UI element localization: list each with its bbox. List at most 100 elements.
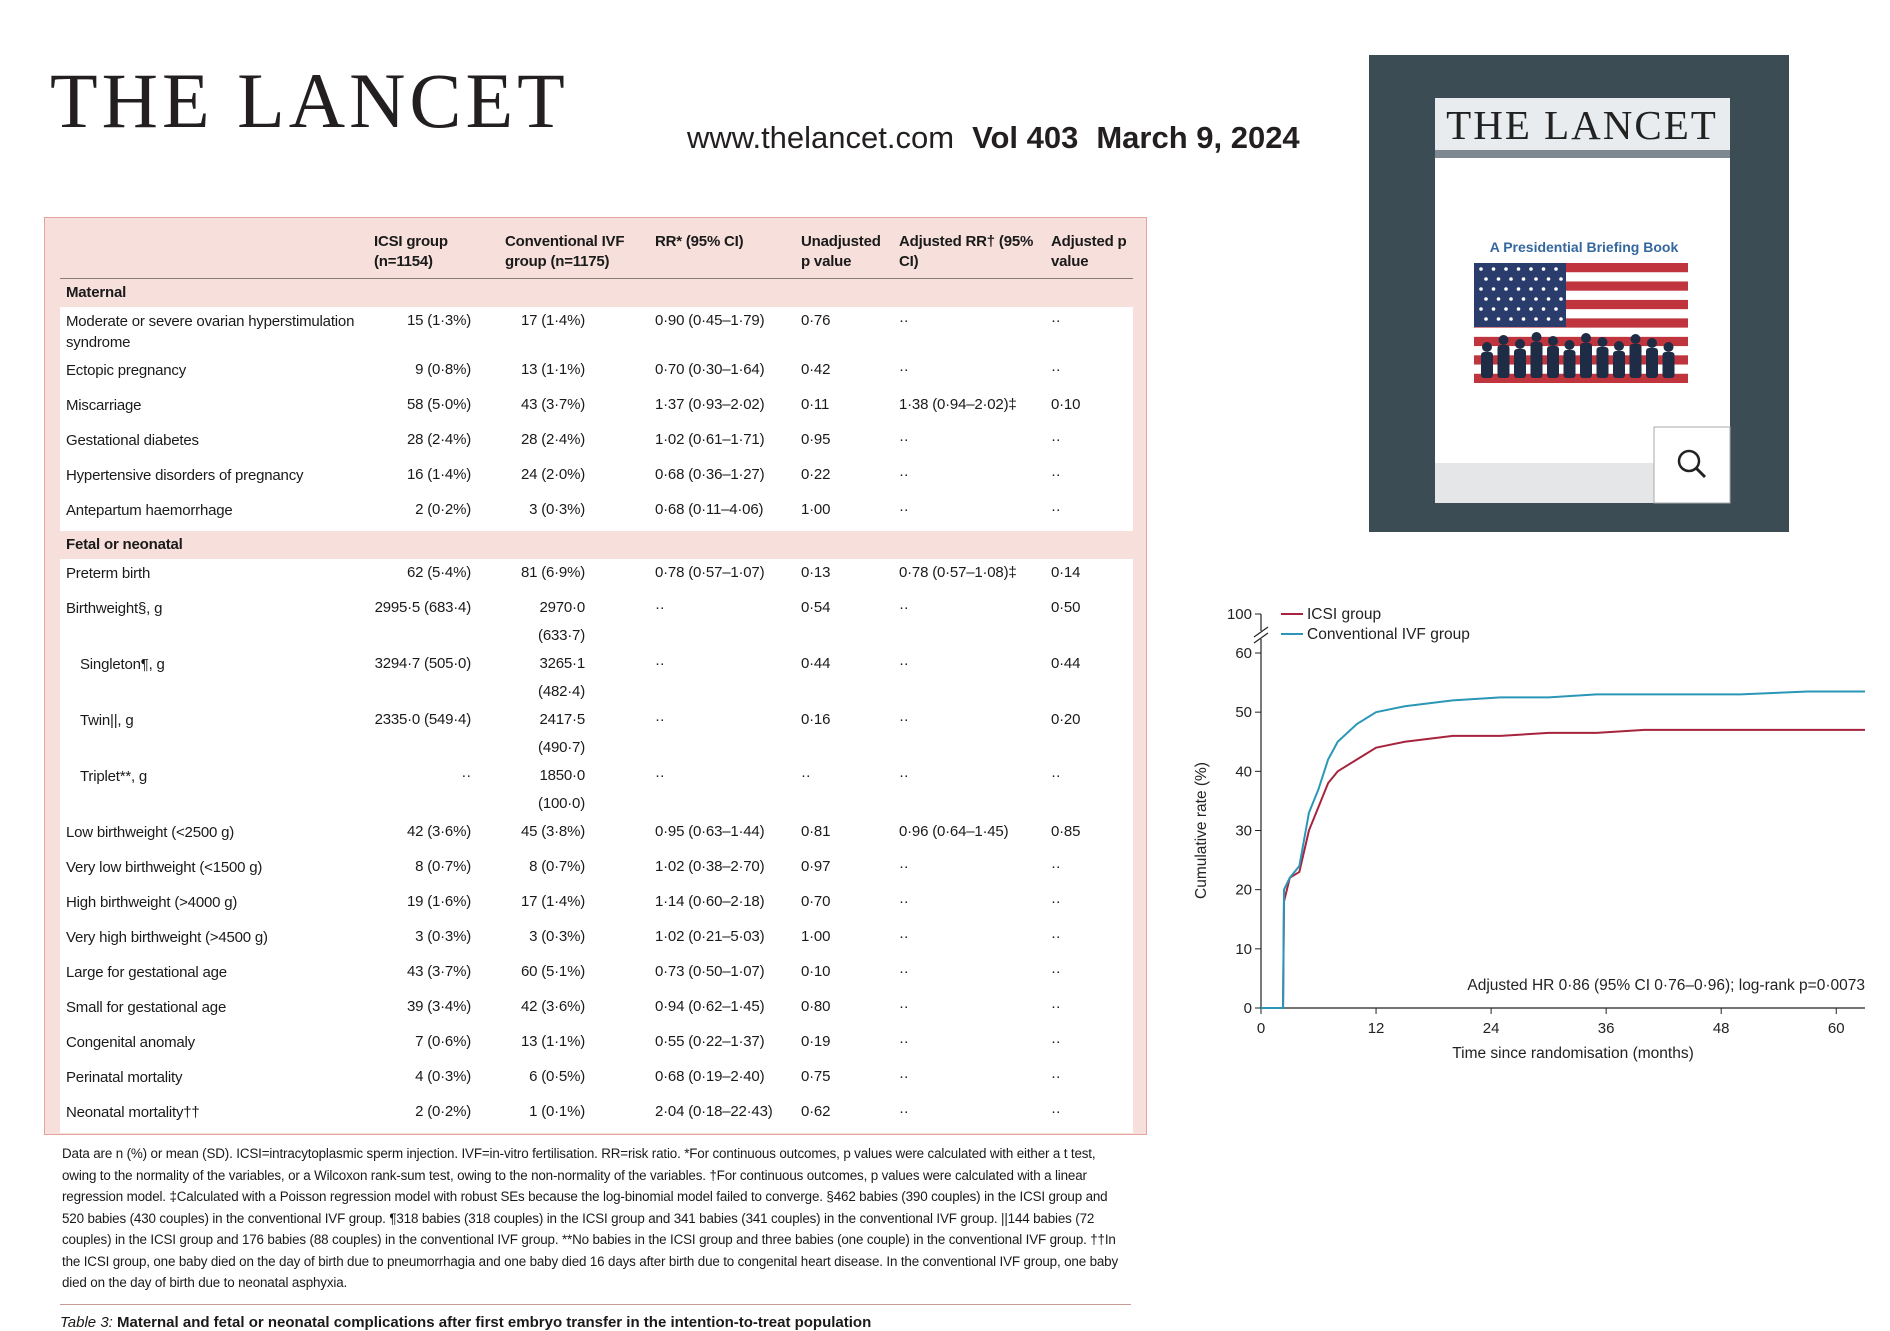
table-cell: ·· xyxy=(1045,1028,1133,1063)
km-curve xyxy=(1261,690,1865,1009)
table-cell: ·· xyxy=(893,356,1045,391)
y-tick-label: 20 xyxy=(1235,882,1252,899)
table-cell: 17 (1·4%) xyxy=(499,888,649,923)
flag-star xyxy=(1541,307,1546,311)
volume: Vol 403 xyxy=(972,120,1079,155)
table-cell: 16 (1·4%) xyxy=(368,461,499,496)
row-label: Ectopic pregnancy xyxy=(60,356,368,391)
table-footnote: Data are n (%) or mean (SD). ICSI=intrac… xyxy=(62,1146,1119,1290)
cover-masthead xyxy=(1435,98,1730,150)
flag-star xyxy=(1516,287,1521,291)
table-cell: 0·70 (0·30–1·64) xyxy=(649,356,795,391)
flag-star xyxy=(1546,297,1551,301)
table-cell: ·· xyxy=(893,426,1045,461)
data-row: Neonatal mortality†† 2 (0·2%) 1 (0·1%) 2·04… xyxy=(60,1098,1133,1133)
silhouette-body xyxy=(1547,346,1559,378)
table-cell: ·· xyxy=(893,958,1045,993)
table-cell: 0·16 xyxy=(795,706,893,762)
silhouette-body xyxy=(1613,351,1625,378)
table-cell: 0·78 (0·57–1·08)‡ xyxy=(893,559,1045,594)
table-cell: 2970·0 (633·7) xyxy=(499,594,649,650)
table-cell: 0·14 xyxy=(1045,559,1133,594)
y-axis-label: Cumulative rate (%) xyxy=(1193,762,1210,899)
silhouette-head xyxy=(1564,340,1575,350)
data-row: Large for gestational age 43 (3·7%) 60 (5·… xyxy=(60,958,1133,993)
row-label: Triplet**, g xyxy=(60,762,368,818)
flag-star xyxy=(1496,297,1501,301)
flag-star xyxy=(1554,287,1558,291)
table-cell: 3 (0·3%) xyxy=(368,923,499,958)
row-label: Twin||, g xyxy=(60,706,368,762)
table-cell: 0·81 xyxy=(795,818,893,853)
data-row: Triplet**, g ·· 1850·0 (100·0) ·· ·· ·· ·· xyxy=(60,762,1133,818)
table-cell: 3265·1 (482·4) xyxy=(499,650,649,706)
y-tick-label: 10 xyxy=(1235,941,1252,958)
table-cell: 0·94 (0·62–1·45) xyxy=(649,993,795,1028)
row-label: High birthweight (>4000 g) xyxy=(60,888,368,923)
flag-star xyxy=(1559,297,1563,301)
silhouette-head xyxy=(1581,333,1591,343)
table-cell: ·· xyxy=(1045,461,1133,496)
x-axis-label: Time since randomisation (months) xyxy=(1452,1045,1693,1062)
table-cell: ·· xyxy=(368,762,499,818)
table-cell: 8 (0·7%) xyxy=(499,853,649,888)
data-row: Congenital anomaly 7 (0·6%) 13 (1·1%) 0·55 … xyxy=(60,1028,1133,1063)
table-cell: 0·62 xyxy=(795,1098,893,1133)
journal-url[interactable]: www.thelancet.com xyxy=(687,120,955,155)
flag-stripe xyxy=(1474,263,1688,273)
table-cell: 8 (0·7%) xyxy=(368,853,499,888)
table-cell: 0·78 (0·57–1·07) xyxy=(649,559,795,594)
flag-star xyxy=(1521,277,1526,281)
table-cell: ·· xyxy=(893,762,1045,818)
table-cell: ·· xyxy=(893,650,1045,706)
silhouette-body xyxy=(1514,349,1526,378)
table-cell: ·· xyxy=(1045,1063,1133,1098)
row-label: Miscarriage xyxy=(60,391,368,426)
table-cell: ·· xyxy=(893,1098,1045,1133)
table-cell: ·· xyxy=(1045,426,1133,461)
zoom-button[interactable] xyxy=(1653,426,1731,504)
flag-star xyxy=(1491,307,1496,311)
flag-star xyxy=(1534,277,1538,281)
table-box: ICSI group (n=1154) Conventional IVF grou… xyxy=(44,217,1147,1331)
flag-star xyxy=(1529,287,1533,291)
issue-info: www.thelancet.com Vol 403 March 9, 2024 xyxy=(687,120,1318,156)
table-cell: 62 (5·4%) xyxy=(368,559,499,594)
row-label: Hypertensive disorders of pregnancy xyxy=(60,461,368,496)
column-header: Adjusted p value xyxy=(1045,228,1133,279)
data-row: Low birthweight (<2500 g) 42 (3·6%) 45 (3·… xyxy=(60,818,1133,853)
flag-star xyxy=(1559,317,1563,321)
table-cell: 43 (3·7%) xyxy=(499,391,649,426)
table-cell: ·· xyxy=(1045,762,1133,818)
table-cell: 0·10 xyxy=(795,958,893,993)
table-cell: 1·02 (0·38–2·70) xyxy=(649,853,795,888)
axis-break xyxy=(1253,626,1269,638)
data-row: High birthweight (>4000 g) 19 (1·6%) 17 (1… xyxy=(60,888,1133,923)
data-row: Miscarriage 58 (5·0%) 43 (3·7%) 1·37 (0·93–… xyxy=(60,391,1133,426)
table-cell: 0·90 (0·45–1·79) xyxy=(649,307,795,356)
column-header: Conventional IVF group (n=1175) xyxy=(499,228,649,279)
table-cell: ·· xyxy=(649,594,795,650)
flag-star xyxy=(1484,317,1488,321)
table-cell: 24 (2·0%) xyxy=(499,461,649,496)
flag-star xyxy=(1509,317,1513,321)
table-cell: 7 (0·6%) xyxy=(368,1028,499,1063)
table-cell: 1·14 (0·60–2·18) xyxy=(649,888,795,923)
x-tick-label: 60 xyxy=(1828,1020,1845,1037)
table-cell: ·· xyxy=(893,923,1045,958)
table-cell: ·· xyxy=(893,888,1045,923)
table-cell: 4 (0·3%) xyxy=(368,1063,499,1098)
table-cell: 0·68 (0·36–1·27) xyxy=(649,461,795,496)
table-cell: 1·37 (0·93–2·02) xyxy=(649,391,795,426)
table-cell: ·· xyxy=(1045,307,1133,356)
y-tick-label: 100 xyxy=(1227,606,1252,623)
journal-logo[interactable]: THE LANCET xyxy=(50,57,569,144)
silhouette-body xyxy=(1629,344,1642,378)
table-cell: 0·96 (0·64–1·45) xyxy=(893,818,1045,853)
cover-image[interactable]: THE LANCET A Presidential Briefing Book xyxy=(1369,55,1789,532)
table-cell: ·· xyxy=(893,853,1045,888)
table-cell: 45 (3·8%) xyxy=(499,818,649,853)
flag-stripe xyxy=(1474,318,1688,328)
table-cell: 2·04 (0·18–22·43) xyxy=(649,1098,795,1133)
flag-star xyxy=(1554,307,1558,311)
